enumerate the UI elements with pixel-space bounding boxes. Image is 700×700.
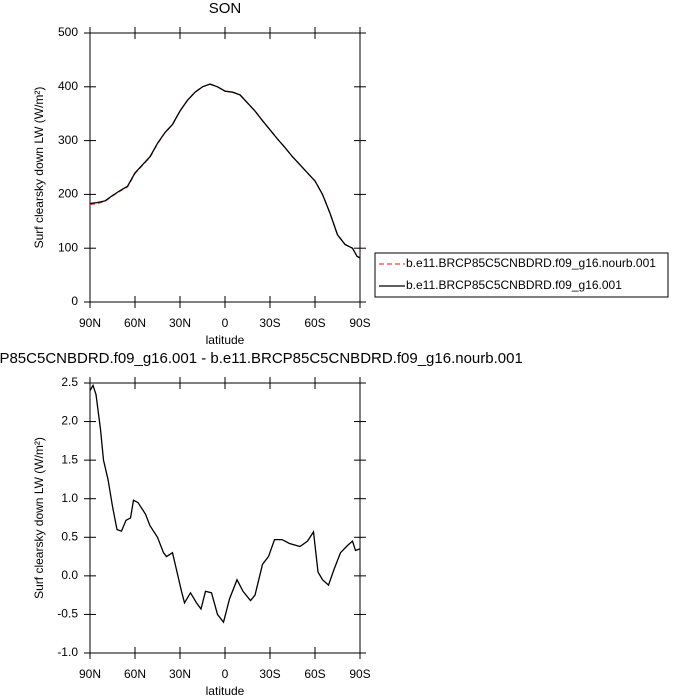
x-tick-label: 90N <box>79 316 101 330</box>
x-tick-label: 60N <box>124 667 146 681</box>
y-tick-label: 500 <box>58 25 78 39</box>
x-tick-label: 30N <box>169 667 191 681</box>
x-tick-label: 30S <box>259 316 280 330</box>
data-line <box>89 83 361 259</box>
y-tick-label: 100 <box>58 240 78 254</box>
legend-box <box>374 252 669 298</box>
data-line <box>89 383 361 624</box>
x-tick-label: 0 <box>222 667 229 681</box>
x-tick-label: 60S <box>304 667 325 681</box>
plot-frame <box>89 32 361 303</box>
y-tick-label: 200 <box>58 187 78 201</box>
x-tick-label: 30S <box>259 667 280 681</box>
y-tick-label: 300 <box>58 133 78 147</box>
data-line <box>89 83 361 259</box>
y-axis-label: Surf clearsky down LW (W/m²) <box>32 87 46 249</box>
x-tick-label: 90S <box>349 316 370 330</box>
y-tick-label: 400 <box>58 79 78 93</box>
y-tick-label: 2.0 <box>61 414 78 428</box>
y-tick-label: 2.5 <box>61 375 78 389</box>
x-axis-label: latitude <box>206 684 245 698</box>
legend-label: b.e11.BRCP85C5CNBDRD.f09_g16.001 <box>406 278 622 292</box>
legend-label: b.e11.BRCP85C5CNBDRD.f09_g16.nourb.001 <box>406 256 656 270</box>
x-tick-label: 90S <box>349 667 370 681</box>
y-axis-label: Surf clearsky down LW (W/m²) <box>32 437 46 599</box>
y-tick-label: 1.5 <box>61 452 78 466</box>
y-tick-label: 0 <box>71 294 78 308</box>
y-tick-label: 1.0 <box>61 491 78 505</box>
y-tick-label: -1.0 <box>57 645 78 659</box>
x-axis-label: latitude <box>206 333 245 347</box>
x-tick-label: 90N <box>79 667 101 681</box>
x-tick-label: 60N <box>124 316 146 330</box>
x-tick-label: 60S <box>304 316 325 330</box>
x-tick-label: 30N <box>169 316 191 330</box>
chart-title: SON <box>209 0 242 17</box>
x-tick-label: 0 <box>222 316 229 330</box>
y-tick-label: -0.5 <box>57 607 78 621</box>
chart-title: b.e11.BRCP85C5CNBDRD.f09_g16.001 - b.e11… <box>0 350 523 367</box>
y-tick-label: 0.5 <box>61 529 78 543</box>
y-tick-label: 0.0 <box>61 568 78 582</box>
